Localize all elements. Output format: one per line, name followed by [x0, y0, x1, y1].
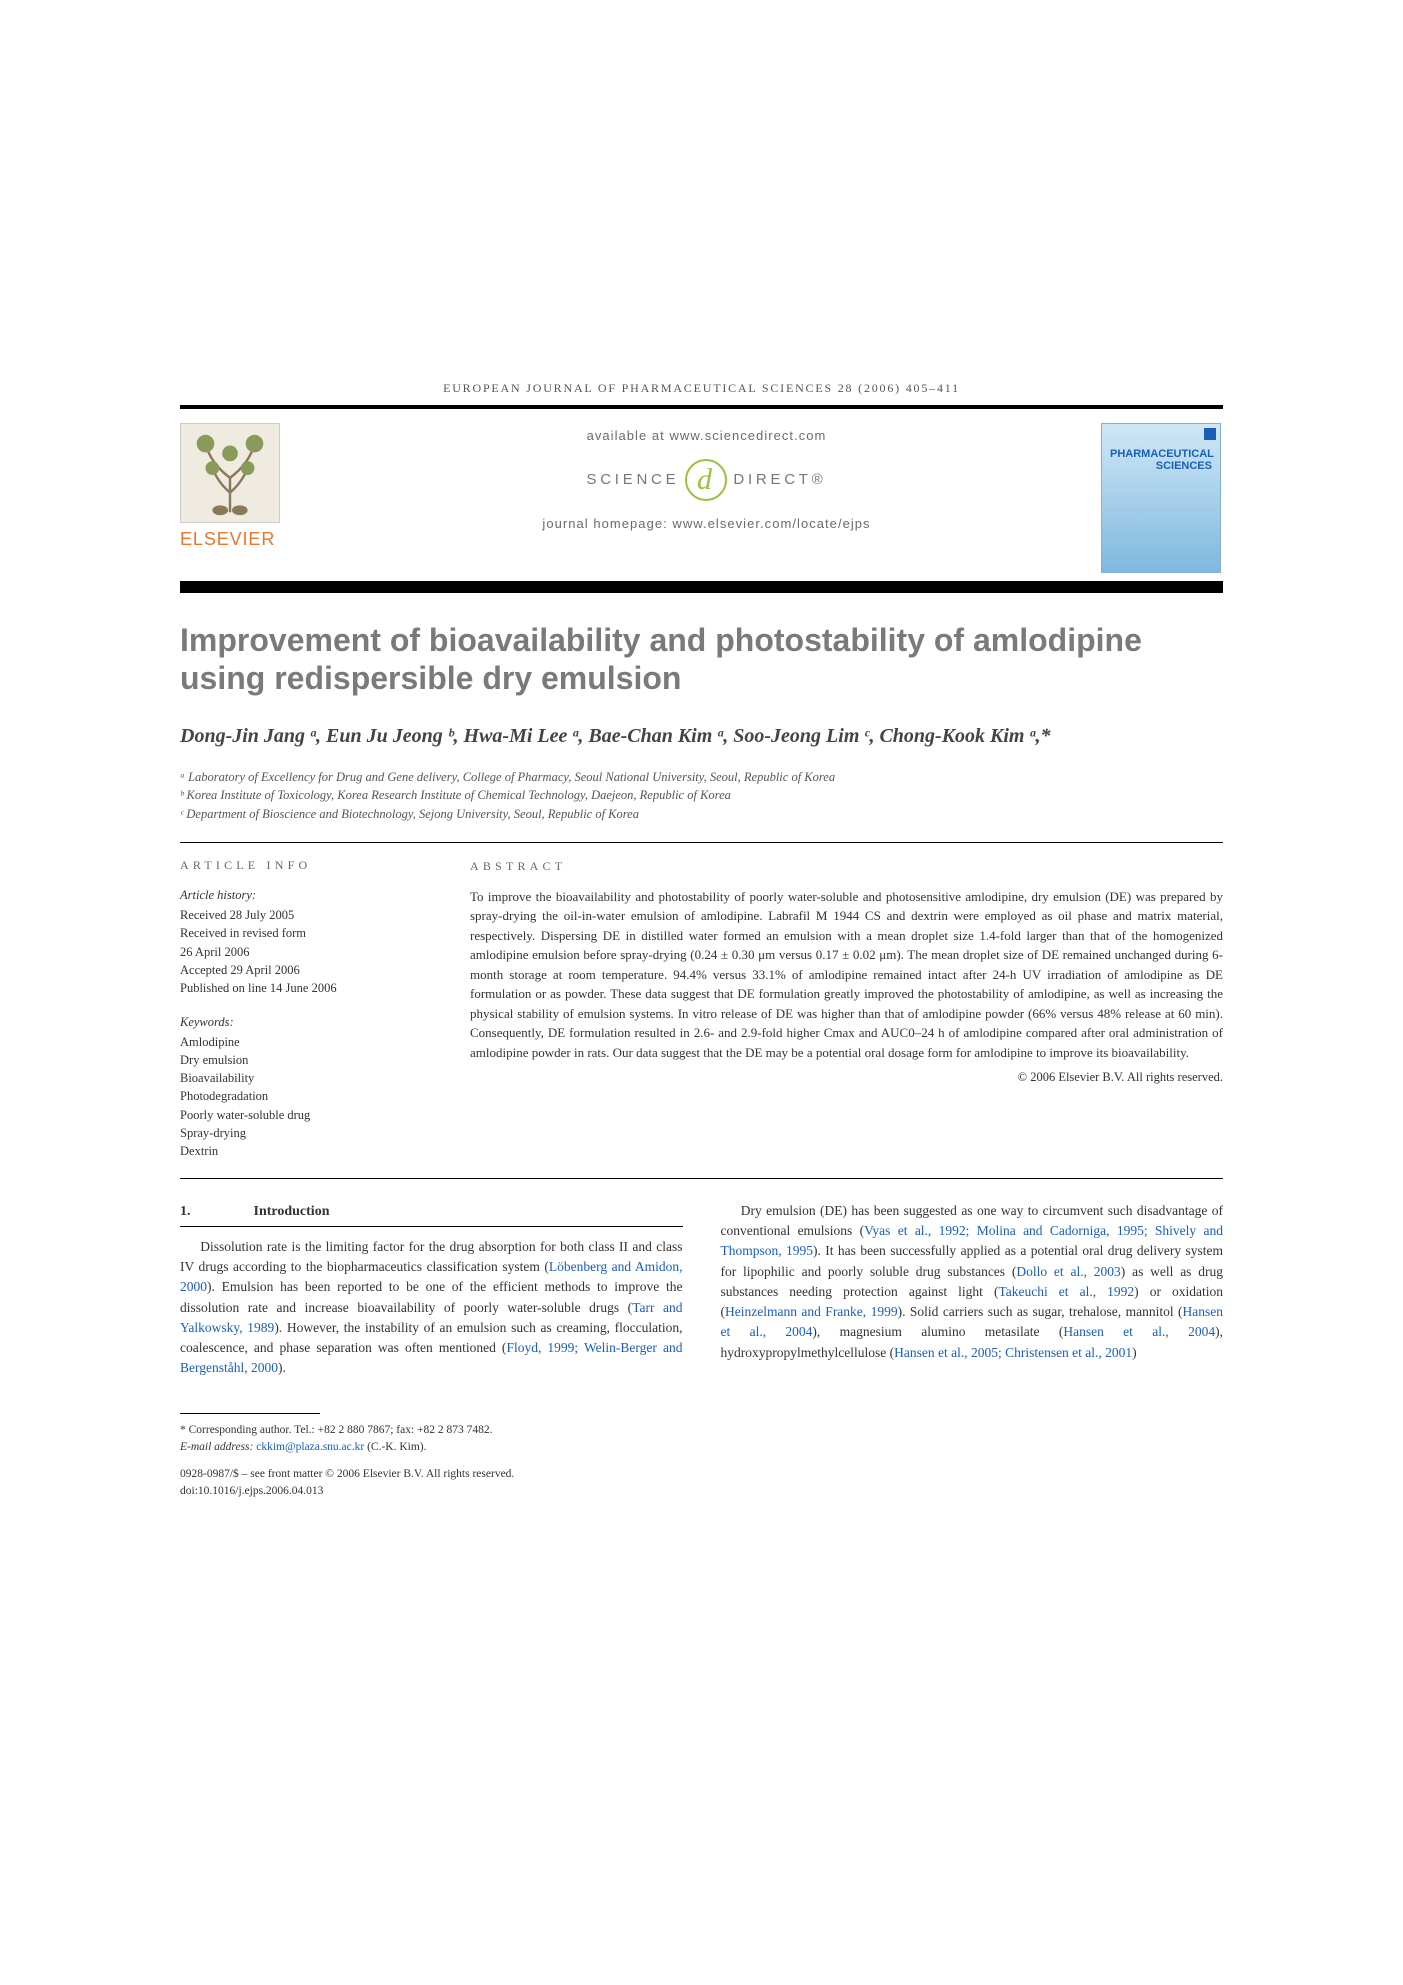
publisher-name: ELSEVIER: [180, 527, 312, 552]
keyword-item: Photodegradation: [180, 1087, 430, 1105]
affiliation-c: ᶜ Department of Bioscience and Biotechno…: [180, 805, 1223, 824]
cover-corner-icon: [1204, 428, 1216, 440]
abstract-copyright: © 2006 Elsevier B.V. All rights reserved…: [470, 1068, 1223, 1087]
history-revised-line1: Received in revised form: [180, 924, 430, 942]
keyword-item: Dry emulsion: [180, 1051, 430, 1069]
history-label: Article history:: [180, 886, 430, 904]
journal-homepage-text: journal homepage: www.elsevier.com/locat…: [330, 515, 1083, 533]
email-line: E-mail address: ckkim@plaza.snu.ac.kr (C…: [180, 1439, 683, 1456]
abstract-block: ABSTRACT To improve the bioavailability …: [470, 857, 1223, 1160]
section-heading-1: 1. Introduction: [180, 1201, 683, 1227]
keyword-item: Dextrin: [180, 1142, 430, 1160]
info-abstract-row: ARTICLE INFO Article history: Received 2…: [180, 857, 1223, 1179]
authors-line: Dong-Jin Jang ᵃ, Eun Ju Jeong ᵇ, Hwa-Mi …: [180, 722, 1223, 750]
affiliations-block: ᵃ Laboratory of Excellency for Drug and …: [180, 768, 1223, 843]
keywords-label: Keywords:: [180, 1013, 430, 1031]
footnote-separator: [180, 1413, 320, 1414]
front-matter-line: 0928-0987/$ – see front matter © 2006 El…: [180, 1466, 683, 1483]
email-tail: (C.-K. Kim).: [367, 1441, 426, 1453]
footnotes-block: * Corresponding author. Tel.: +82 2 880 …: [180, 1422, 683, 1457]
history-revised-line2: 26 April 2006: [180, 943, 430, 961]
available-at-text: available at www.sciencedirect.com: [330, 427, 1083, 445]
article-info-block: ARTICLE INFO Article history: Received 2…: [180, 857, 430, 1160]
email-link[interactable]: ckkim@plaza.snu.ac.kr: [256, 1441, 364, 1453]
body-paragraph: Dissolution rate is the limiting factor …: [180, 1237, 683, 1379]
sd-d-icon: d: [685, 459, 727, 501]
doi-block: 0928-0987/$ – see front matter © 2006 El…: [180, 1466, 683, 1501]
doi-line: doi:10.1016/j.ejps.2006.04.013: [180, 1483, 683, 1500]
journal-cover-block: PHARMACEUTICAL SCIENCES: [1093, 409, 1223, 581]
keywords-block: Keywords: Amlodipine Dry emulsion Bioava…: [180, 1013, 430, 1160]
body-col-right: Dry emulsion (DE) has been suggested as …: [721, 1201, 1224, 1501]
corresponding-author: * Corresponding author. Tel.: +82 2 880 …: [180, 1422, 683, 1439]
sd-text-right: DIRECT®: [733, 469, 826, 490]
publisher-block: ELSEVIER: [180, 409, 320, 581]
keyword-item: Bioavailability: [180, 1069, 430, 1087]
abstract-label: ABSTRACT: [470, 857, 1223, 875]
article-info-label: ARTICLE INFO: [180, 857, 430, 874]
cover-title-text: PHARMACEUTICAL SCIENCES: [1110, 448, 1212, 472]
history-published: Published on line 14 June 2006: [180, 979, 430, 997]
journal-banner: ELSEVIER available at www.sciencedirect.…: [180, 409, 1223, 593]
email-label: E-mail address:: [180, 1441, 253, 1453]
sciencedirect-logo: SCIENCE d DIRECT®: [586, 459, 826, 501]
keyword-item: Amlodipine: [180, 1033, 430, 1051]
article-title: Improvement of bioavailability and photo…: [180, 621, 1223, 698]
body-paragraph: Dry emulsion (DE) has been suggested as …: [721, 1201, 1224, 1363]
affiliation-b: ᵇ Korea Institute of Toxicology, Korea R…: [180, 786, 1223, 805]
history-accepted: Accepted 29 April 2006: [180, 961, 430, 979]
journal-reference-line: EUROPEAN JOURNAL OF PHARMACEUTICAL SCIEN…: [180, 380, 1223, 409]
body-col-left: 1. Introduction Dissolution rate is the …: [180, 1201, 683, 1501]
journal-cover-thumbnail: PHARMACEUTICAL SCIENCES: [1101, 423, 1221, 573]
history-received: Received 28 July 2005: [180, 906, 430, 924]
section-number: 1.: [180, 1201, 250, 1222]
banner-middle: available at www.sciencedirect.com SCIEN…: [320, 409, 1093, 581]
affiliation-a: ᵃ Laboratory of Excellency for Drug and …: [180, 768, 1223, 787]
keyword-item: Spray-drying: [180, 1124, 430, 1142]
body-columns: 1. Introduction Dissolution rate is the …: [180, 1201, 1223, 1501]
elsevier-tree-icon: [180, 423, 280, 523]
abstract-text: To improve the bioavailability and photo…: [470, 887, 1223, 1063]
sd-text-left: SCIENCE: [586, 469, 679, 490]
section-title: Introduction: [254, 1204, 330, 1219]
keyword-item: Poorly water-soluble drug: [180, 1106, 430, 1124]
